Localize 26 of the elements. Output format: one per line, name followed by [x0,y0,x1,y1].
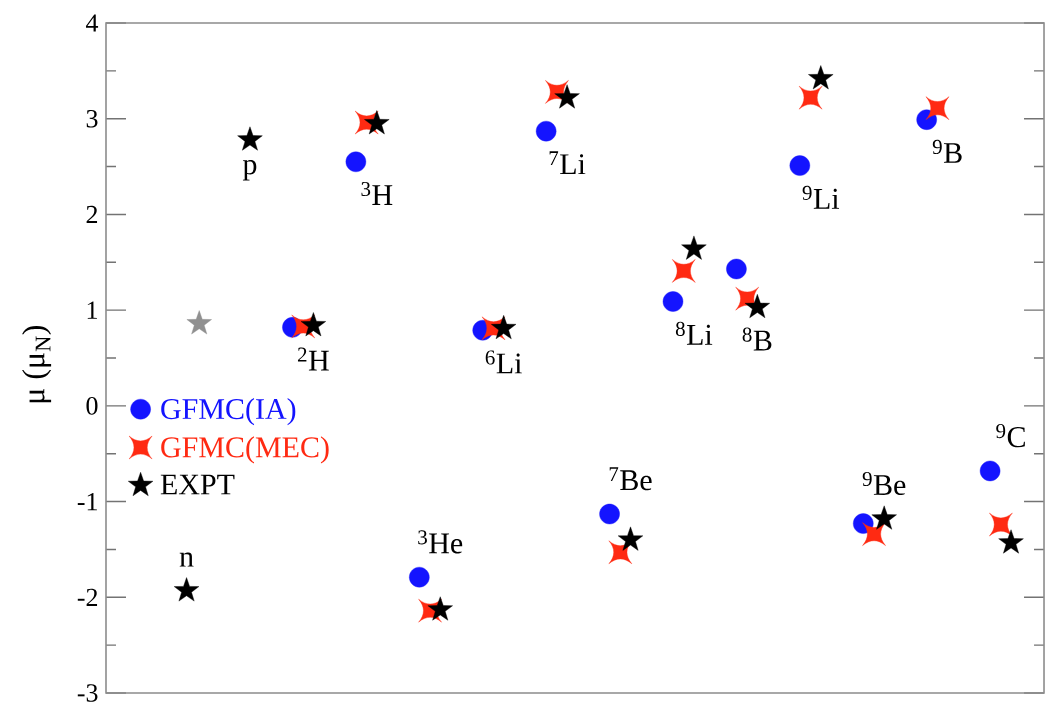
legend-label: GFMC(IA) [161,398,296,426]
x-tick-label: $^{9}$Li [802,185,840,209]
legend-label: GFMC(MEC) [161,436,329,464]
y-tick-label: 2 [86,205,98,224]
x-tick-label: $^{9}$B [932,139,962,163]
x-tick-label: p [242,159,257,181]
x-tick-label: $^{2}$H [297,347,329,371]
x-tick-label: $^{9}$C [996,424,1025,448]
x-tick-label: $^{7}$Li [549,151,586,175]
y-tick-label: 4 [86,14,99,32]
x-tick-label: $^{7}$Be [609,467,652,491]
legend-label: EXPT [160,474,235,495]
y-tick-label: -2 [77,588,98,606]
y-tick-label: 0 [86,397,98,415]
x-tick-label: n [179,552,194,567]
y-tick-label: 3 [86,109,98,128]
y-tick-label: -3 [77,684,98,702]
y-tick-label: -1 [77,492,97,511]
x-tick-label: $^{8}$Li [675,321,713,345]
x-tick-label: $^{8}$B [742,327,772,351]
y-tick-label: 1 [87,301,97,319]
x-tick-label: $^{3}$H [361,181,393,205]
x-tick-label: $^{3}$He [418,530,463,554]
x-tick-label: $^{9}$Be [862,471,906,496]
y-axis-title: μ (μ$_{N}$) [22,325,52,403]
x-tick-label: $^{6}$Li [485,350,522,374]
